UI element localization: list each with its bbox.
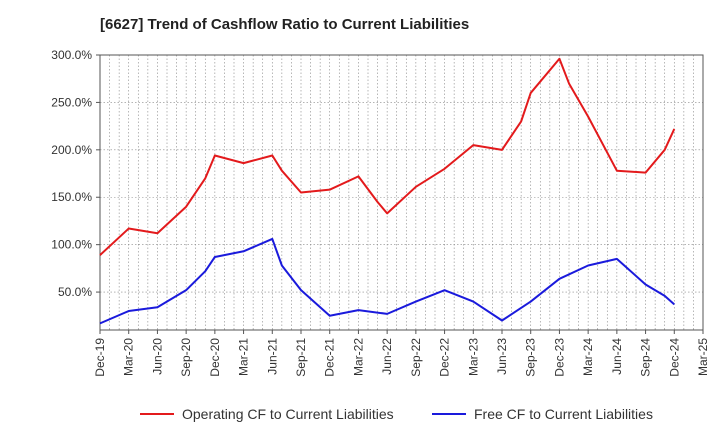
x-tick-label: Dec-22 — [438, 338, 452, 377]
x-tick-label: Sep-24 — [639, 338, 653, 377]
x-tick-label: Mar-22 — [351, 338, 365, 376]
x-tick-label: Mar-25 — [696, 338, 710, 376]
x-tick-label: Jun-21 — [265, 338, 279, 375]
x-tick-label: Dec-19 — [93, 338, 107, 377]
operating-cf-line — [99, 57, 676, 256]
x-tick-label: Sep-20 — [179, 338, 193, 377]
x-tick-label: Dec-23 — [552, 338, 566, 377]
grid-layer — [99, 54, 704, 330]
x-tick-label: Sep-22 — [409, 338, 423, 377]
chart-title: [6627] Trend of Cashflow Ratio to Curren… — [100, 16, 470, 33]
x-tick-label: Jun-22 — [380, 338, 394, 375]
x-tick-label: Dec-20 — [208, 338, 222, 377]
x-axis: Dec-19 Mar-20 Jun-20 Sep-20 Dec-20 Mar-21 Jun-… — [93, 330, 710, 377]
legend-operating-cf-label: Operating CF to Current Liabilities — [182, 406, 394, 422]
y-tick-label: 300.0% — [51, 48, 92, 62]
x-tick-label: Sep-21 — [294, 338, 308, 377]
y-tick-label: 200.0% — [51, 143, 92, 157]
y-tick-label: 250.0% — [51, 95, 92, 109]
legend-free-cf-label: Free CF to Current Liabilities — [474, 406, 653, 422]
legend: Operating CF to Current Liabilities Free … — [140, 406, 653, 422]
x-tick-label: Jun-20 — [150, 338, 164, 375]
x-tick-label: Mar-21 — [237, 338, 251, 376]
y-tick-label: 50.0% — [58, 285, 92, 299]
x-tick-label: Mar-20 — [122, 338, 136, 376]
x-tick-label: Dec-24 — [667, 338, 681, 377]
y-tick-label: 150.0% — [51, 190, 92, 204]
series-layer — [99, 57, 676, 325]
x-tick-label: Jun-24 — [610, 338, 624, 375]
x-tick-label: Mar-23 — [466, 338, 480, 376]
x-tick-label: Mar-24 — [581, 338, 595, 376]
plot-frame — [99, 54, 704, 331]
x-tick-label: Jun-23 — [495, 338, 509, 375]
x-tick-label: Sep-23 — [524, 338, 538, 377]
y-axis: 50.0% 100.0% 150.0% 200.0% 250.0% 300.0% — [51, 48, 100, 299]
free-cf-line — [99, 237, 675, 325]
y-tick-label: 100.0% — [51, 238, 92, 252]
x-tick-label: Dec-21 — [323, 338, 337, 377]
